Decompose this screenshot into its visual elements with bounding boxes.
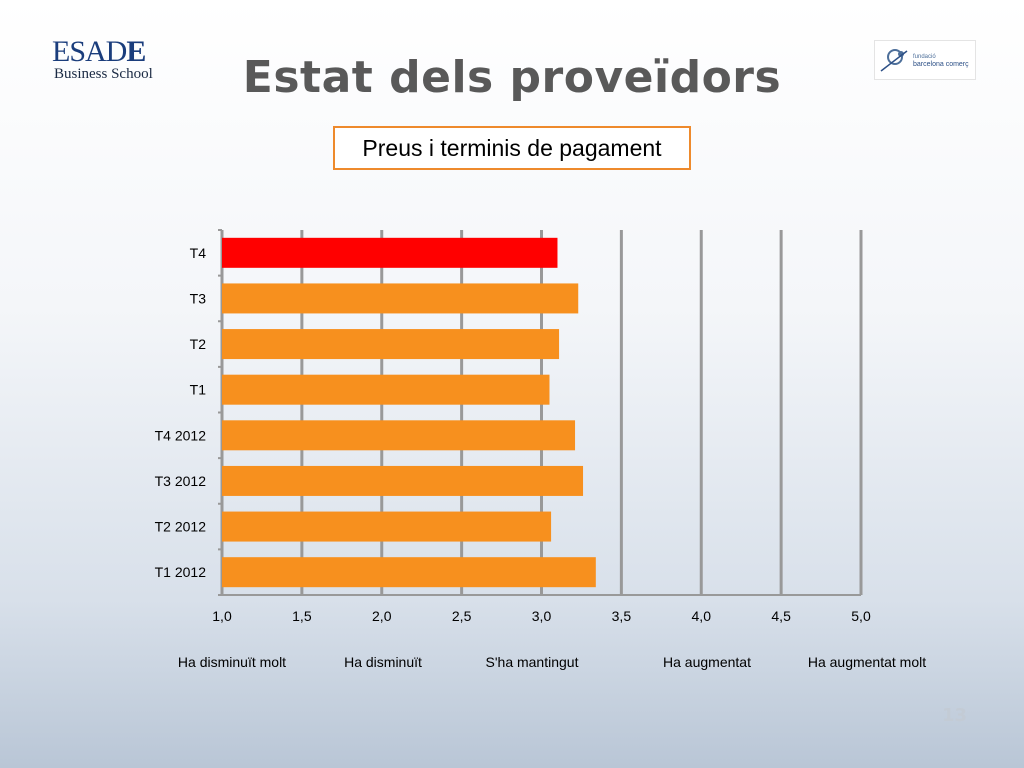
x-tick-label: 5,0: [851, 608, 871, 624]
scale-description-label: Ha disminuït molt: [178, 654, 286, 670]
category-label: T2 2012: [155, 519, 207, 535]
x-tick-label: 3,5: [612, 608, 632, 624]
category-label: T2: [190, 336, 207, 352]
esade-logo: ESADE Business School: [52, 35, 153, 83]
esade-wordmark: ESADE: [52, 35, 146, 68]
scale-description-label: S'ha mantingut: [486, 654, 579, 670]
category-label: T4 2012: [155, 427, 207, 443]
category-label: T3 2012: [155, 473, 207, 489]
bar: [222, 283, 579, 314]
bar: [222, 374, 550, 405]
x-tick-label: 1,5: [292, 608, 312, 624]
scale-description-label: Ha disminuït: [344, 654, 422, 670]
scale-description-label: Ha augmentat molt: [808, 654, 926, 670]
bar: [222, 329, 560, 360]
x-tick-label: 4,0: [692, 608, 712, 624]
page-number: 13: [942, 705, 968, 726]
x-tick-label: 2,5: [452, 608, 472, 624]
fundacio-small-text: fundació: [913, 54, 936, 60]
bar: [222, 557, 596, 588]
category-label: T1: [190, 382, 207, 398]
bar: [222, 465, 584, 496]
bar: [222, 420, 576, 451]
chart-labels: T4 T3 T2 T1 T4 2012 T3 2012 T2 2012 T1 2012 1,0 1…: [155, 245, 927, 670]
fundacio-name-text: barcelona comerç: [913, 61, 969, 68]
x-tick-label: 3,0: [532, 608, 552, 624]
bar: [222, 511, 552, 542]
fundacio-barcelona-comerc-logo: fundació barcelona comerç: [874, 40, 976, 80]
category-label: T4: [190, 245, 207, 261]
scale-description-label: Ha augmentat: [663, 654, 751, 670]
bar: [222, 237, 558, 268]
category-label: T1 2012: [155, 564, 207, 580]
x-tick-label: 1,0: [212, 608, 232, 624]
fundacio-mark-icon: [880, 49, 908, 72]
x-tick-label: 2,0: [372, 608, 392, 624]
esade-subtitle: Business School: [54, 66, 153, 82]
x-tick-label: 4,5: [771, 608, 791, 624]
chart-bars: [222, 237, 596, 588]
chart-subtitle-box: Preus i terminis de pagament: [333, 126, 691, 170]
category-label: T3: [190, 290, 207, 306]
slide-title: Estat dels proveïdors: [242, 52, 782, 103]
